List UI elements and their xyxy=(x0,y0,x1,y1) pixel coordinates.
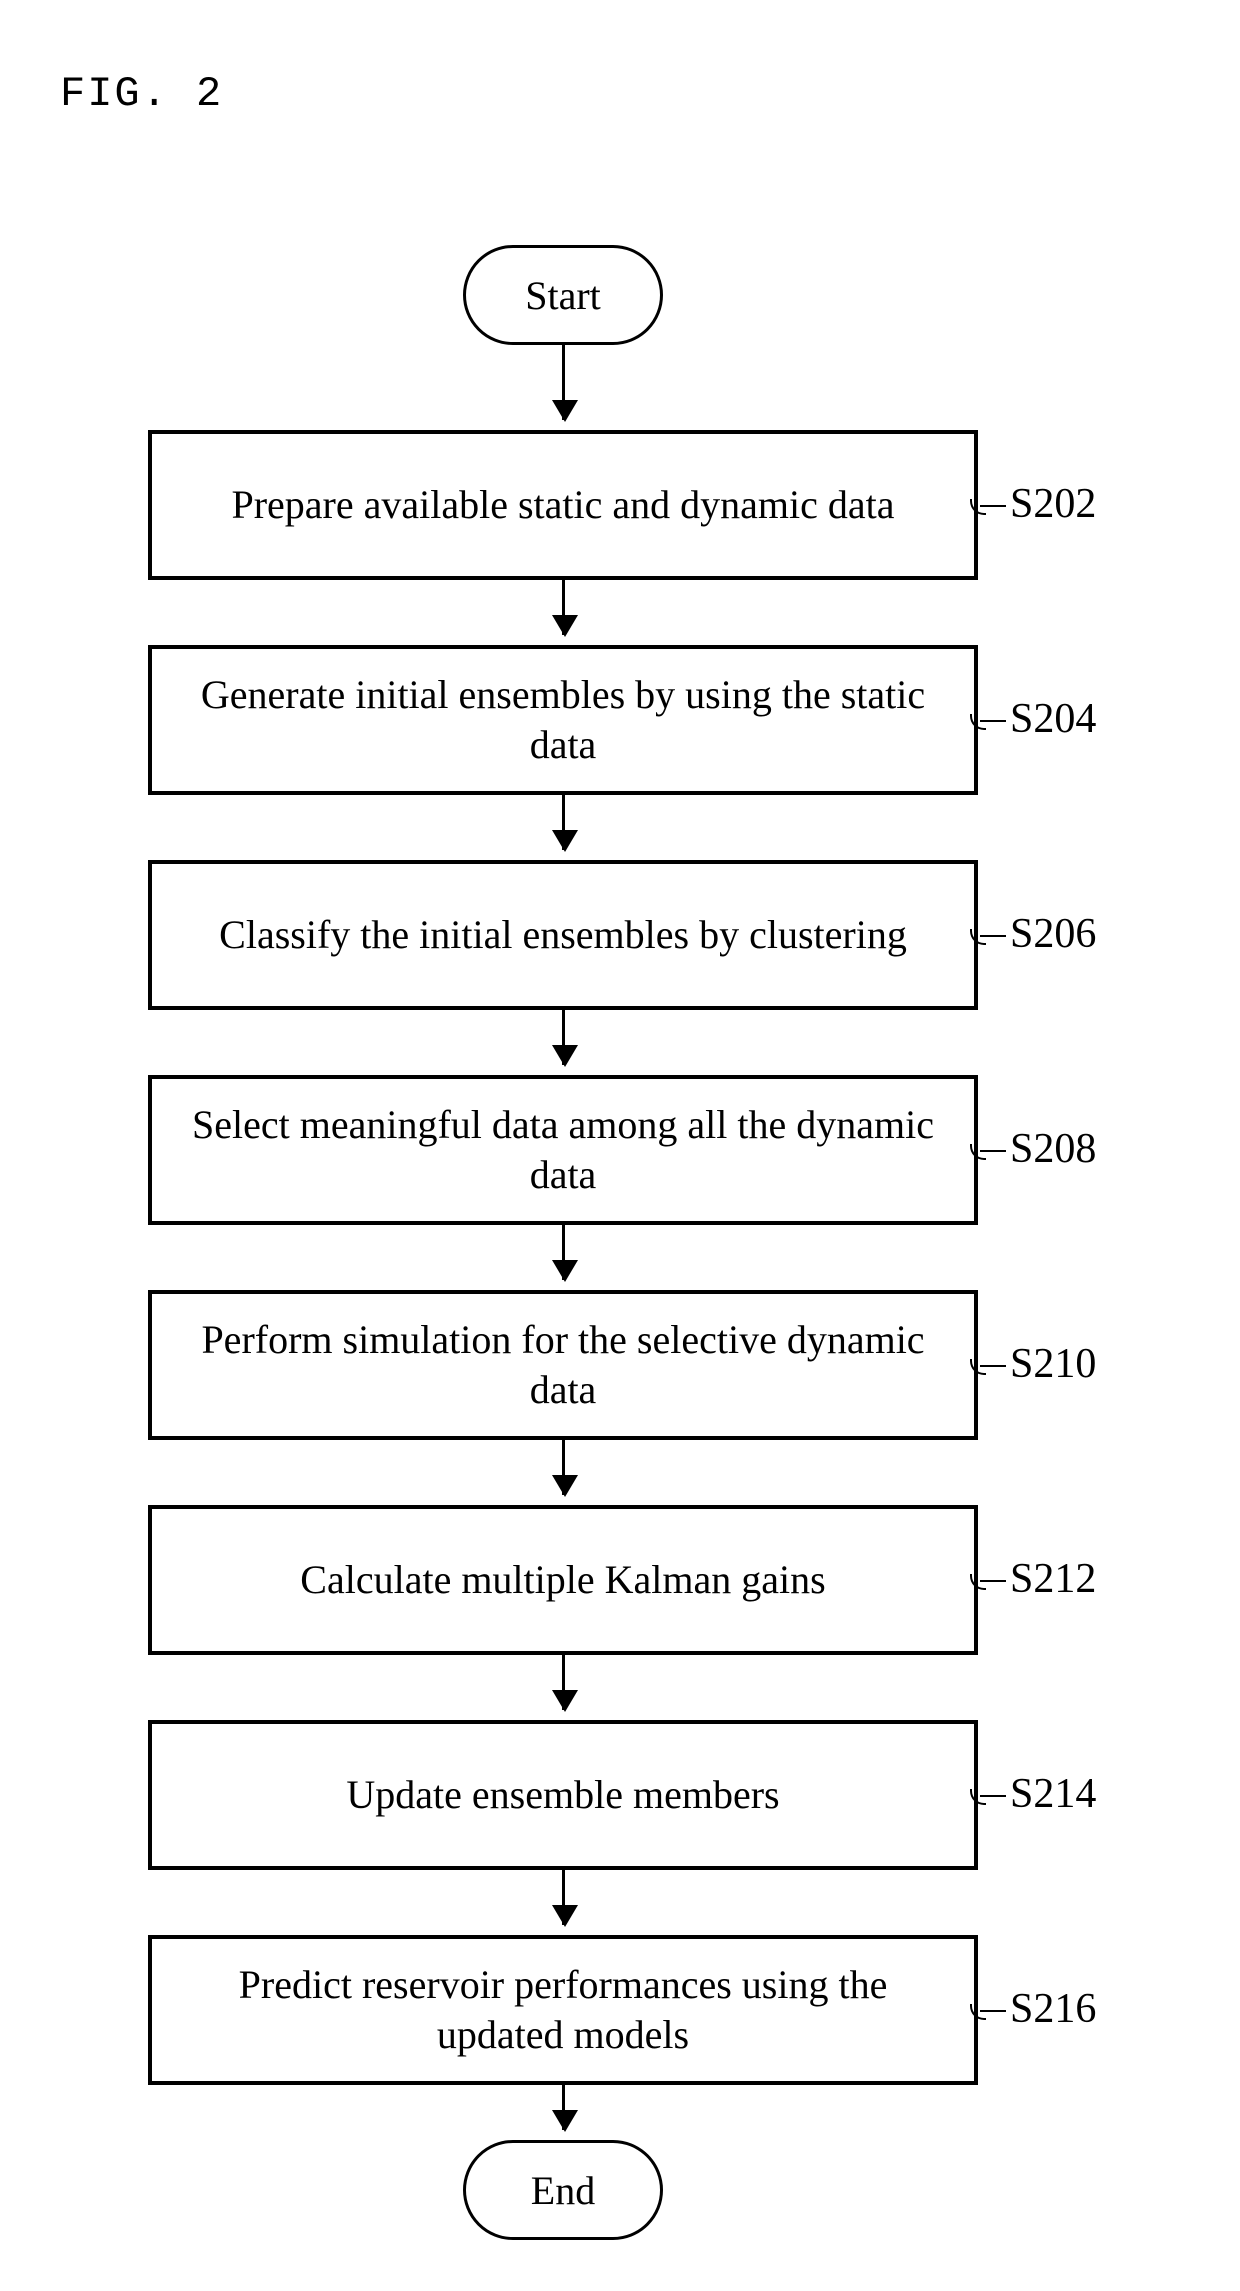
terminator-end: End xyxy=(463,2140,663,2240)
arrow xyxy=(562,1655,565,1710)
terminator-start: Start xyxy=(463,245,663,345)
process-step: Generate initial ensembles by using the … xyxy=(148,645,978,795)
process-step: Update ensemble members xyxy=(148,1720,978,1870)
arrow xyxy=(562,580,565,635)
arrow xyxy=(562,1010,565,1065)
step-connector xyxy=(980,2010,1006,2012)
step-label: S216 xyxy=(1010,1985,1096,2033)
page: FIG. 2 Start Prepare available static and … xyxy=(0,0,1240,2291)
step-connector xyxy=(980,935,1006,937)
arrow xyxy=(562,1225,565,1280)
step-label: S214 xyxy=(1010,1770,1096,1818)
process-step: Select meaningful data among all the dyn… xyxy=(148,1075,978,1225)
arrow xyxy=(562,1440,565,1495)
arrow xyxy=(562,345,565,420)
step-label: S202 xyxy=(1010,480,1096,528)
step-connector xyxy=(980,505,1006,507)
step-connector xyxy=(980,1365,1006,1367)
process-step: Predict reservoir performances using the… xyxy=(148,1935,978,2085)
arrow xyxy=(562,2085,565,2130)
step-connector xyxy=(980,1580,1006,1582)
step-connector xyxy=(980,1150,1006,1152)
step-label: S208 xyxy=(1010,1125,1096,1173)
step-connector xyxy=(980,720,1006,722)
step-label: S212 xyxy=(1010,1555,1096,1603)
process-step: Classify the initial ensembles by cluste… xyxy=(148,860,978,1010)
step-connector xyxy=(980,1795,1006,1797)
process-step: Perform simulation for the selective dyn… xyxy=(148,1290,978,1440)
step-label: S206 xyxy=(1010,910,1096,958)
figure-label: FIG. 2 xyxy=(60,70,223,118)
arrow xyxy=(562,795,565,850)
process-step: Calculate multiple Kalman gains xyxy=(148,1505,978,1655)
step-label: S210 xyxy=(1010,1340,1096,1388)
process-step: Prepare available static and dynamic dat… xyxy=(148,430,978,580)
step-label: S204 xyxy=(1010,695,1096,743)
arrow xyxy=(562,1870,565,1925)
